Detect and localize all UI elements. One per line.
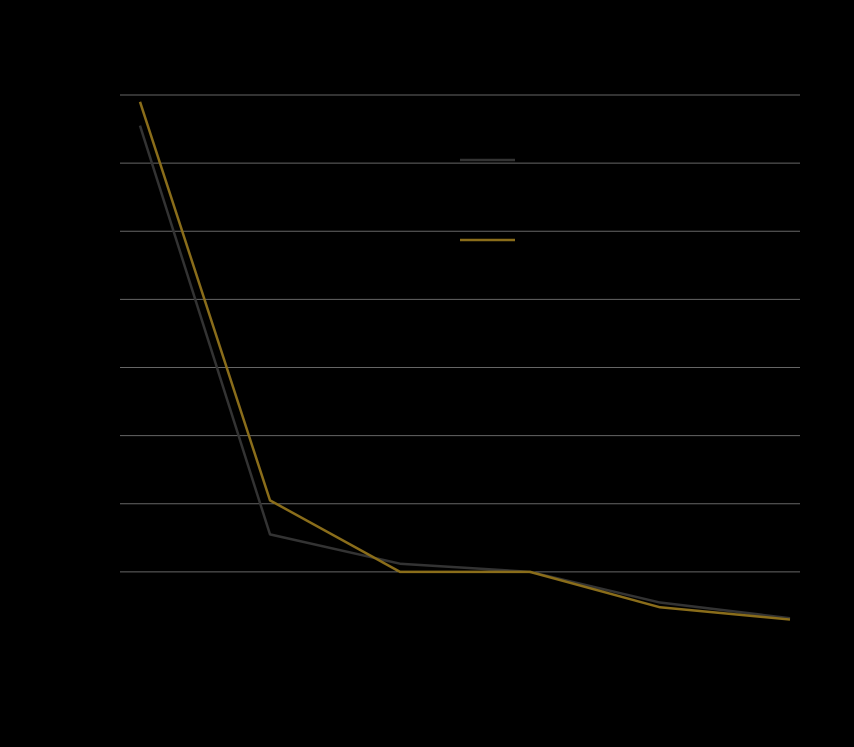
- chart-background: [0, 0, 854, 747]
- line-chart: [0, 0, 854, 747]
- chart-svg: [0, 0, 854, 747]
